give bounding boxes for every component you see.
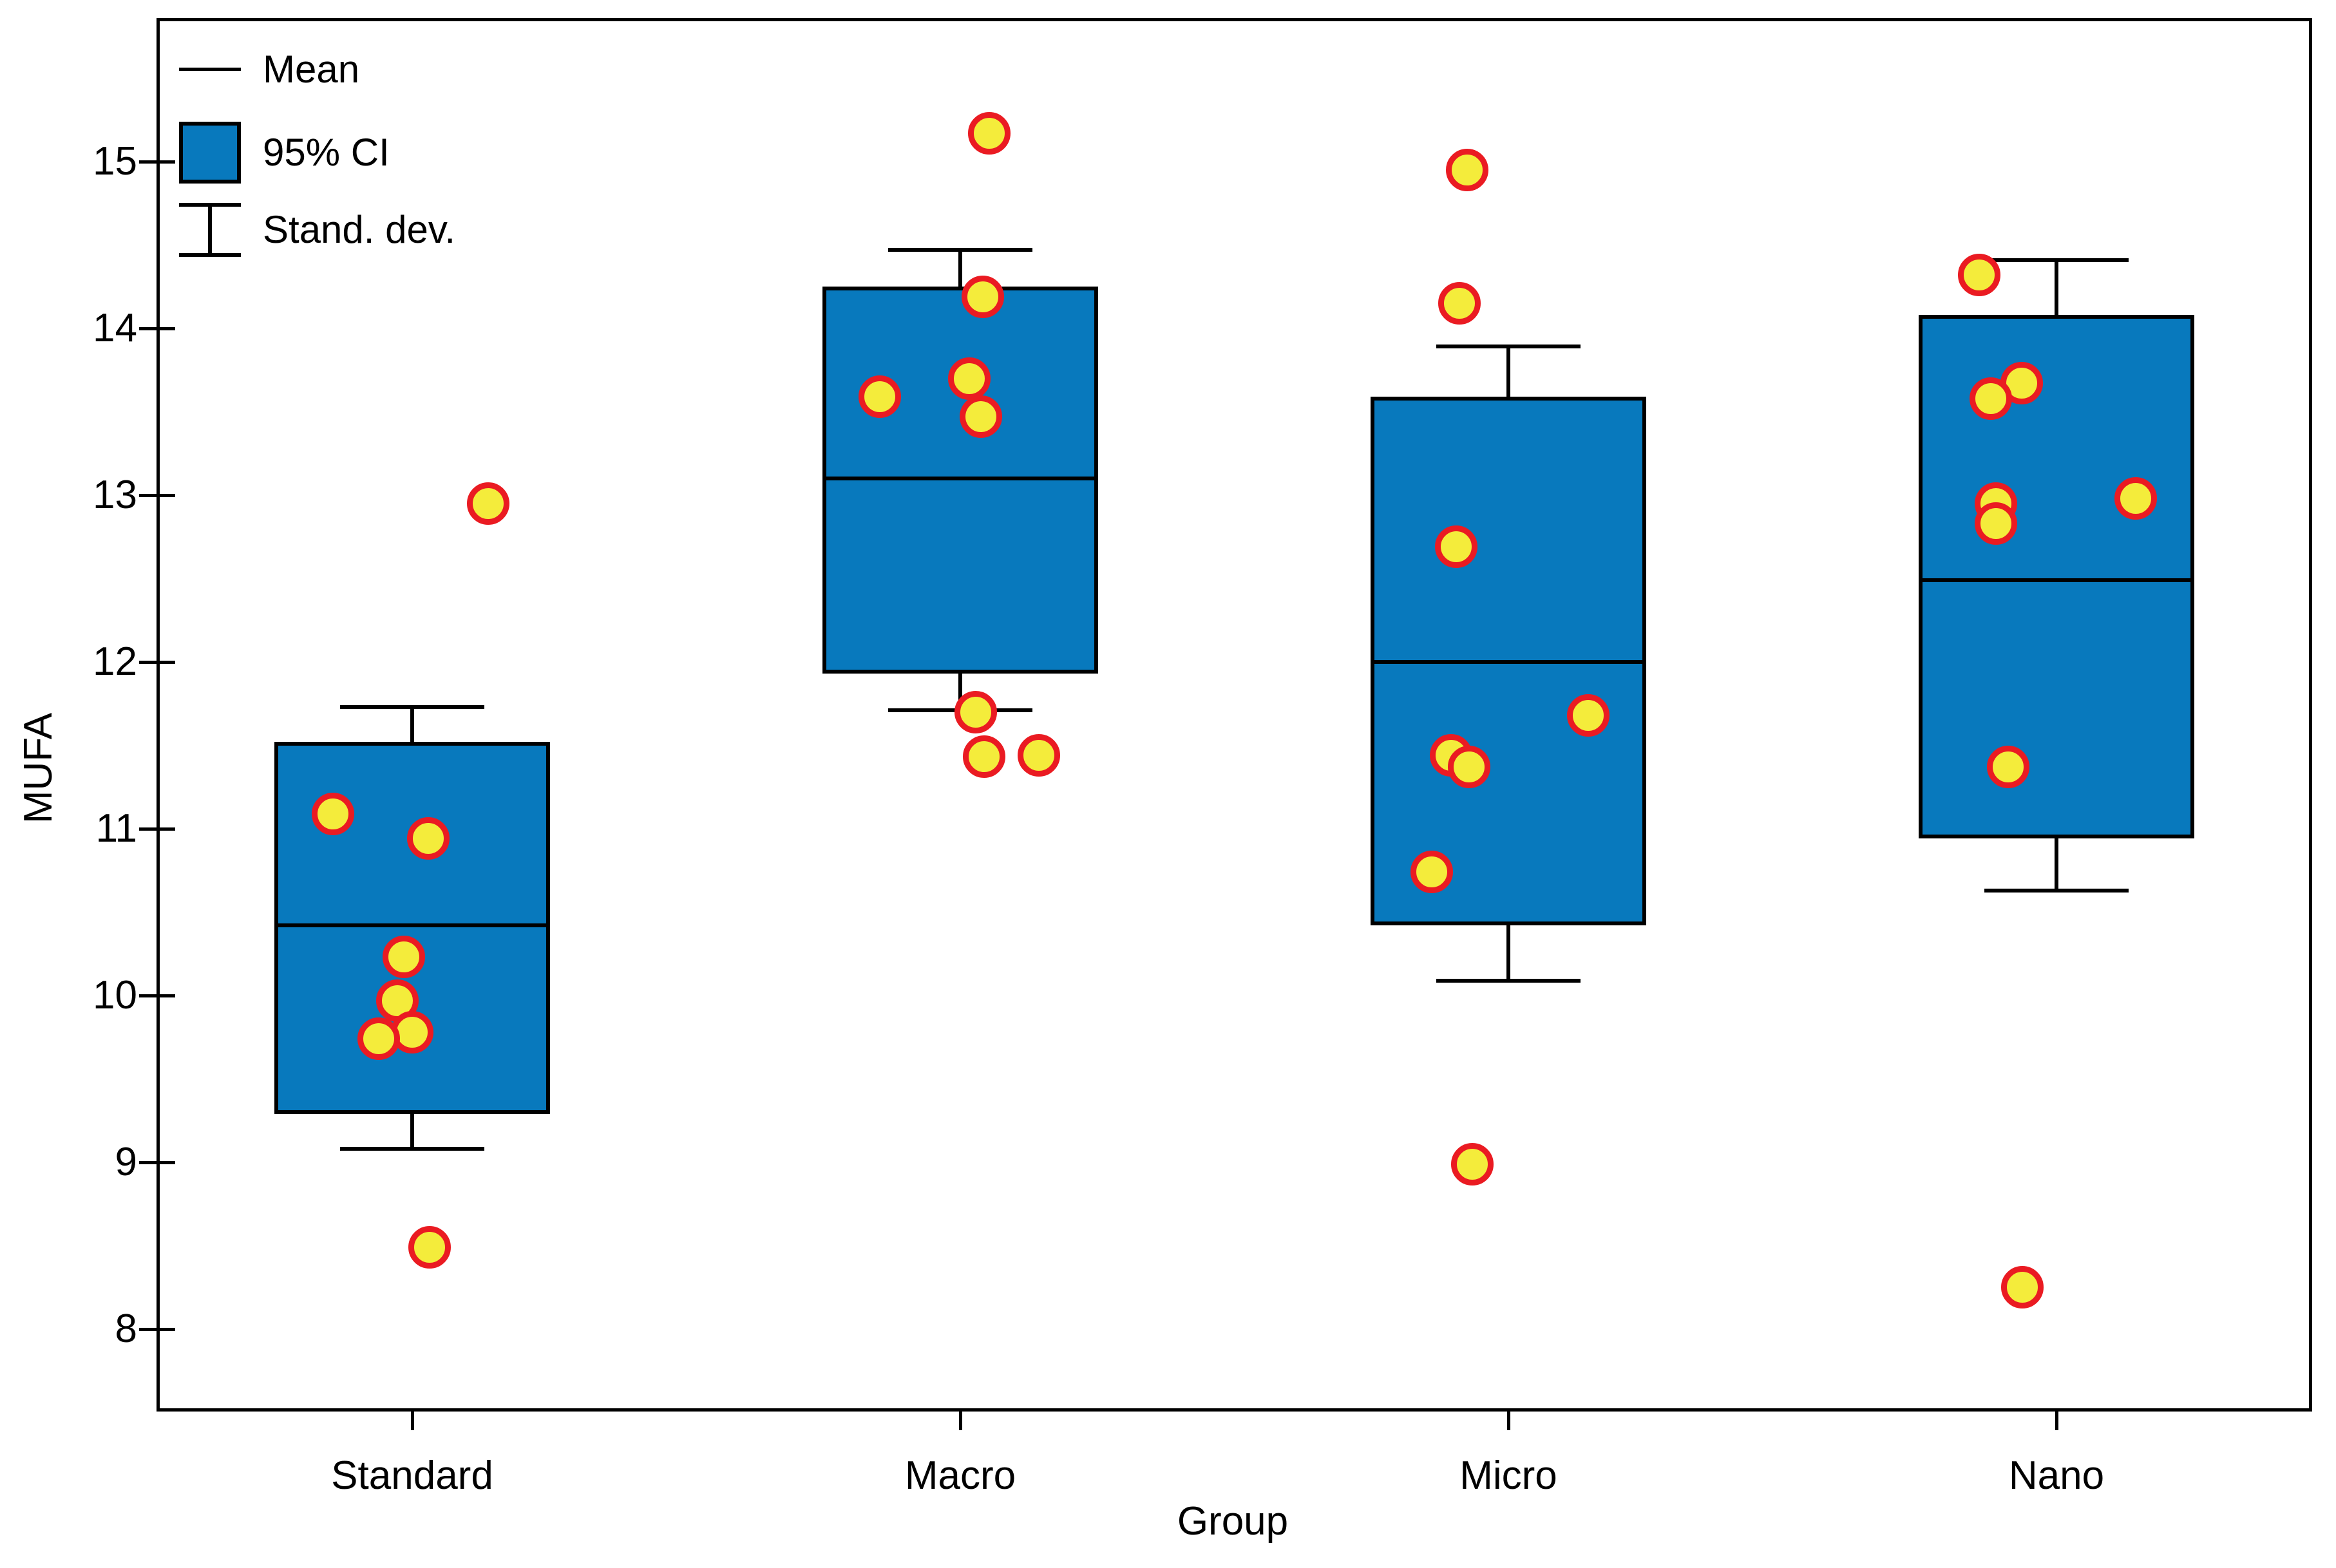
sd-cap-top bbox=[340, 705, 484, 709]
y-tick-label: 10 bbox=[93, 973, 137, 1017]
mean-line bbox=[822, 477, 1098, 480]
sd-cap-bottom bbox=[340, 1147, 484, 1151]
ci-box bbox=[1919, 315, 2194, 838]
errorbar-icon bbox=[208, 203, 212, 257]
data-point bbox=[1970, 377, 2012, 420]
data-point bbox=[1567, 694, 1610, 737]
data-point bbox=[859, 375, 901, 418]
data-point bbox=[968, 112, 1011, 155]
y-tick bbox=[139, 494, 175, 497]
mean-line bbox=[1371, 660, 1646, 664]
data-point bbox=[2001, 1266, 2044, 1308]
data-point bbox=[467, 482, 509, 525]
mean-line bbox=[1919, 578, 2194, 582]
y-tick-label: 15 bbox=[93, 139, 137, 184]
y-tick bbox=[139, 661, 175, 664]
x-tick bbox=[1507, 1408, 1510, 1430]
y-tick-label: 13 bbox=[93, 473, 137, 517]
sd-cap-top bbox=[888, 248, 1032, 252]
data-point bbox=[1446, 149, 1488, 191]
ci-box-icon bbox=[179, 122, 241, 184]
data-point bbox=[312, 793, 354, 835]
y-tick-label: 14 bbox=[93, 306, 137, 350]
data-point bbox=[948, 357, 991, 400]
y-tick-label: 11 bbox=[95, 806, 137, 851]
y-tick bbox=[139, 827, 175, 831]
sd-cap-bottom bbox=[1436, 979, 1581, 983]
x-tick-label: Nano bbox=[2008, 1453, 2105, 1498]
sd-cap-top bbox=[1436, 345, 1581, 348]
data-point bbox=[1438, 282, 1481, 325]
data-point bbox=[960, 395, 1002, 438]
x-tick bbox=[411, 1408, 414, 1430]
data-point bbox=[1018, 734, 1060, 777]
data-point bbox=[408, 1226, 451, 1269]
mean-line-icon bbox=[179, 68, 241, 71]
data-point bbox=[1975, 502, 2017, 545]
y-tick-label: 8 bbox=[115, 1307, 137, 1351]
y-tick-label: 9 bbox=[115, 1140, 137, 1184]
data-point bbox=[407, 817, 450, 860]
data-point bbox=[1987, 746, 2029, 788]
y-tick bbox=[139, 327, 175, 330]
x-tick bbox=[2055, 1408, 2058, 1430]
data-point bbox=[962, 276, 1004, 318]
x-tick-label: Macro bbox=[904, 1453, 1016, 1498]
sd-cap-bottom bbox=[1984, 889, 2129, 893]
data-point bbox=[383, 936, 425, 978]
data-point bbox=[1451, 1143, 1494, 1185]
x-tick bbox=[959, 1408, 962, 1430]
sd-cap-top bbox=[1984, 258, 2129, 262]
x-tick-label: Micro bbox=[1459, 1453, 1557, 1498]
data-point bbox=[963, 735, 1005, 778]
data-point bbox=[1958, 254, 2000, 296]
data-point bbox=[357, 1017, 400, 1060]
x-tick-label: Standard bbox=[331, 1453, 493, 1498]
legend-label: Stand. dev. bbox=[263, 208, 456, 251]
x-axis-title: Group bbox=[1177, 1499, 1289, 1544]
errorbar-cap-top bbox=[179, 203, 241, 207]
data-point bbox=[2114, 477, 2157, 520]
y-tick bbox=[139, 160, 175, 164]
ci-box bbox=[274, 742, 550, 1114]
data-point bbox=[1410, 851, 1453, 893]
legend-label: Mean bbox=[263, 48, 360, 91]
errorbar-cap-bottom bbox=[179, 253, 241, 257]
y-tick bbox=[139, 994, 175, 997]
legend-label: 95% CI bbox=[263, 131, 390, 174]
mean-line bbox=[274, 923, 550, 927]
data-point bbox=[1448, 746, 1490, 788]
y-tick bbox=[139, 1328, 175, 1331]
data-point bbox=[1435, 525, 1477, 568]
y-tick bbox=[139, 1161, 175, 1164]
y-tick-label: 12 bbox=[93, 639, 137, 684]
data-point bbox=[954, 691, 997, 733]
